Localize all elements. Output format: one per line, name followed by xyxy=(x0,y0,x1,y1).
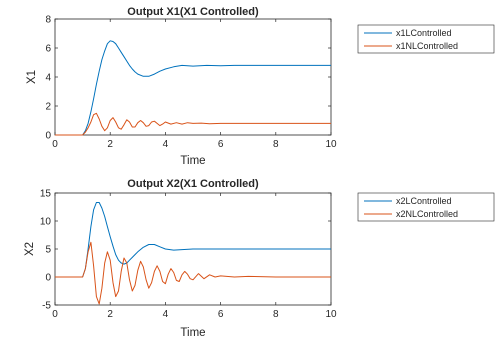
chart-x1-ytick-2: 2 xyxy=(45,102,51,113)
series-line-x1NLControlled xyxy=(55,112,331,136)
chart-x1-axes-box xyxy=(54,18,332,136)
series-line-x2LControlled xyxy=(55,202,331,278)
chart-x2-legend-box xyxy=(357,192,495,222)
chart-x1-xtick-6: 6 xyxy=(218,139,224,150)
chart-x2-xtick-10: 10 xyxy=(325,309,337,320)
chart-x2-xtick-4: 4 xyxy=(163,309,169,320)
chart-x2-ylabel: X2 xyxy=(24,242,36,256)
chart-x2-legend-label-0: x2LControlled xyxy=(396,196,452,206)
series-line-x1LControlled xyxy=(55,40,331,136)
chart-x2-xtick-2: 2 xyxy=(107,309,113,320)
chart-x2-xtick-8: 8 xyxy=(273,309,279,320)
chart-x1-y-ticks: 0 2 4 6 8 xyxy=(45,15,51,142)
chart-x1: Output X1(X1 Controlled) 0 2 4 6 8 10 0 … xyxy=(26,6,495,167)
chart-x2-xtick-0: 0 xyxy=(52,309,58,320)
chart-x1-xtick-4: 4 xyxy=(163,139,169,150)
chart-x2-xlabel: Time xyxy=(180,327,205,339)
chart-x2-y-ticks: -5 0 5 10 15 xyxy=(40,189,52,312)
chart-x2-series-group xyxy=(55,202,331,305)
chart-x1-legend: x1LControlled x1NLControlled xyxy=(357,24,495,54)
chart-x2-ytick-5: 5 xyxy=(45,245,51,256)
chart-x1-xtick-8: 8 xyxy=(273,139,279,150)
chart-x1-x-ticks: 0 2 4 6 8 10 xyxy=(52,139,337,150)
chart-x1-ylabel: X1 xyxy=(26,70,38,84)
chart-x2-legend: x2LControlled x2NLControlled xyxy=(357,192,495,222)
chart-x1-xtick-10: 10 xyxy=(325,139,337,150)
chart-x1-ytick-6: 6 xyxy=(45,44,51,55)
chart-x2: Output X2(X1 Controlled) 0 2 4 6 8 10 -5… xyxy=(24,178,495,339)
chart-x2-ytick-0: 0 xyxy=(45,273,51,284)
chart-x2-legend-label-1: x2NLControlled xyxy=(396,209,458,219)
series-line-x2NLControlled xyxy=(55,241,331,305)
chart-x1-xtick-2: 2 xyxy=(107,139,113,150)
chart-x1-title: Output X1(X1 Controlled) xyxy=(127,6,259,18)
chart-x1-ytick-4: 4 xyxy=(45,73,51,84)
chart-x2-ytick-10: 10 xyxy=(40,217,52,228)
chart-x2-ytick-15: 15 xyxy=(40,189,52,200)
chart-x1-ytick-8: 8 xyxy=(45,15,51,26)
chart-x1-legend-label-0: x1LControlled xyxy=(396,28,452,38)
chart-x1-tick-marks xyxy=(54,18,332,136)
chart-x1-xlabel: Time xyxy=(180,155,205,167)
chart-x1-legend-box xyxy=(357,24,495,54)
chart-x1-ytick-0: 0 xyxy=(45,131,51,142)
chart-x1-legend-label-1: x1NLControlled xyxy=(396,41,458,51)
chart-x2-title: Output X2(X1 Controlled) xyxy=(127,178,259,190)
chart-x1-xtick-0: 0 xyxy=(52,139,58,150)
chart-x2-ytick-neg5: -5 xyxy=(42,301,51,312)
chart-x1-series-group xyxy=(55,40,331,136)
chart-x2-xtick-6: 6 xyxy=(218,309,224,320)
chart-x2-x-ticks: 0 2 4 6 8 10 xyxy=(52,309,337,320)
